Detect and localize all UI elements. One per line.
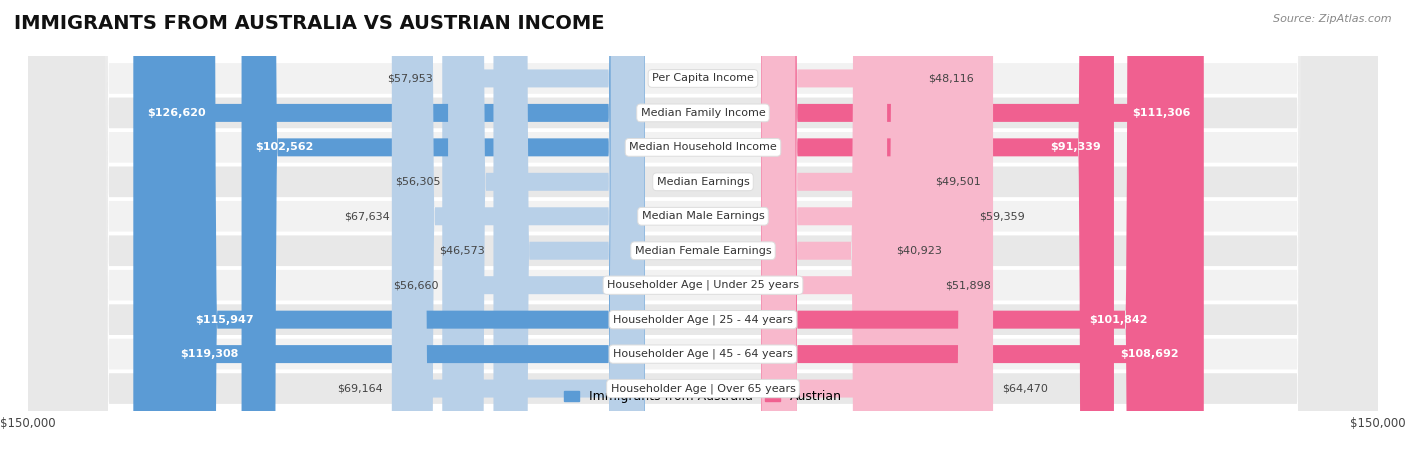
Text: $49,501: $49,501 xyxy=(935,177,980,187)
Text: Householder Age | 45 - 64 years: Householder Age | 45 - 64 years xyxy=(613,349,793,359)
Text: $48,116: $48,116 xyxy=(928,73,974,84)
Text: $67,634: $67,634 xyxy=(344,211,389,221)
Text: $119,308: $119,308 xyxy=(180,349,238,359)
FancyBboxPatch shape xyxy=(762,0,993,467)
FancyBboxPatch shape xyxy=(166,0,644,467)
FancyBboxPatch shape xyxy=(762,0,1161,467)
Text: Median Female Earnings: Median Female Earnings xyxy=(634,246,772,256)
FancyBboxPatch shape xyxy=(392,0,644,467)
FancyBboxPatch shape xyxy=(28,0,1378,467)
FancyBboxPatch shape xyxy=(762,0,887,467)
Text: $56,660: $56,660 xyxy=(394,280,439,290)
FancyBboxPatch shape xyxy=(762,0,925,467)
Text: $51,898: $51,898 xyxy=(945,280,991,290)
FancyBboxPatch shape xyxy=(762,0,936,467)
FancyBboxPatch shape xyxy=(28,0,1378,467)
Text: $115,947: $115,947 xyxy=(195,315,253,325)
FancyBboxPatch shape xyxy=(494,0,644,467)
Legend: Immigrants from Australia, Austrian: Immigrants from Australia, Austrian xyxy=(558,385,848,408)
FancyBboxPatch shape xyxy=(450,0,644,467)
Text: $64,470: $64,470 xyxy=(1002,383,1047,394)
FancyBboxPatch shape xyxy=(28,0,1378,467)
Text: $91,339: $91,339 xyxy=(1050,142,1101,152)
FancyBboxPatch shape xyxy=(762,0,1192,467)
Text: $46,573: $46,573 xyxy=(439,246,485,256)
FancyBboxPatch shape xyxy=(762,0,920,467)
FancyBboxPatch shape xyxy=(449,0,644,467)
Text: Householder Age | Under 25 years: Householder Age | Under 25 years xyxy=(607,280,799,290)
Text: $126,620: $126,620 xyxy=(146,108,205,118)
Text: $102,562: $102,562 xyxy=(254,142,314,152)
FancyBboxPatch shape xyxy=(762,0,970,467)
FancyBboxPatch shape xyxy=(28,0,1378,467)
Text: $69,164: $69,164 xyxy=(337,383,382,394)
FancyBboxPatch shape xyxy=(242,0,644,467)
FancyBboxPatch shape xyxy=(28,0,1378,467)
Text: Per Capita Income: Per Capita Income xyxy=(652,73,754,84)
FancyBboxPatch shape xyxy=(762,0,1114,467)
Text: $101,842: $101,842 xyxy=(1090,315,1147,325)
Text: Median Male Earnings: Median Male Earnings xyxy=(641,211,765,221)
FancyBboxPatch shape xyxy=(28,0,1378,467)
FancyBboxPatch shape xyxy=(28,0,1378,467)
Text: $57,953: $57,953 xyxy=(388,73,433,84)
FancyBboxPatch shape xyxy=(443,0,644,467)
Text: Source: ZipAtlas.com: Source: ZipAtlas.com xyxy=(1274,14,1392,24)
FancyBboxPatch shape xyxy=(28,0,1378,467)
FancyBboxPatch shape xyxy=(762,0,1204,467)
FancyBboxPatch shape xyxy=(181,0,644,467)
Text: IMMIGRANTS FROM AUSTRALIA VS AUSTRIAN INCOME: IMMIGRANTS FROM AUSTRALIA VS AUSTRIAN IN… xyxy=(14,14,605,33)
Text: Householder Age | 25 - 44 years: Householder Age | 25 - 44 years xyxy=(613,314,793,325)
FancyBboxPatch shape xyxy=(399,0,644,467)
Text: $59,359: $59,359 xyxy=(979,211,1025,221)
Text: Householder Age | Over 65 years: Householder Age | Over 65 years xyxy=(610,383,796,394)
Text: Median Earnings: Median Earnings xyxy=(657,177,749,187)
Text: $40,923: $40,923 xyxy=(896,246,942,256)
FancyBboxPatch shape xyxy=(28,0,1378,467)
FancyBboxPatch shape xyxy=(134,0,644,467)
FancyBboxPatch shape xyxy=(28,0,1378,467)
Text: $108,692: $108,692 xyxy=(1121,349,1178,359)
Text: $56,305: $56,305 xyxy=(395,177,440,187)
Text: $111,306: $111,306 xyxy=(1132,108,1191,118)
Text: Median Family Income: Median Family Income xyxy=(641,108,765,118)
Text: Median Household Income: Median Household Income xyxy=(628,142,778,152)
